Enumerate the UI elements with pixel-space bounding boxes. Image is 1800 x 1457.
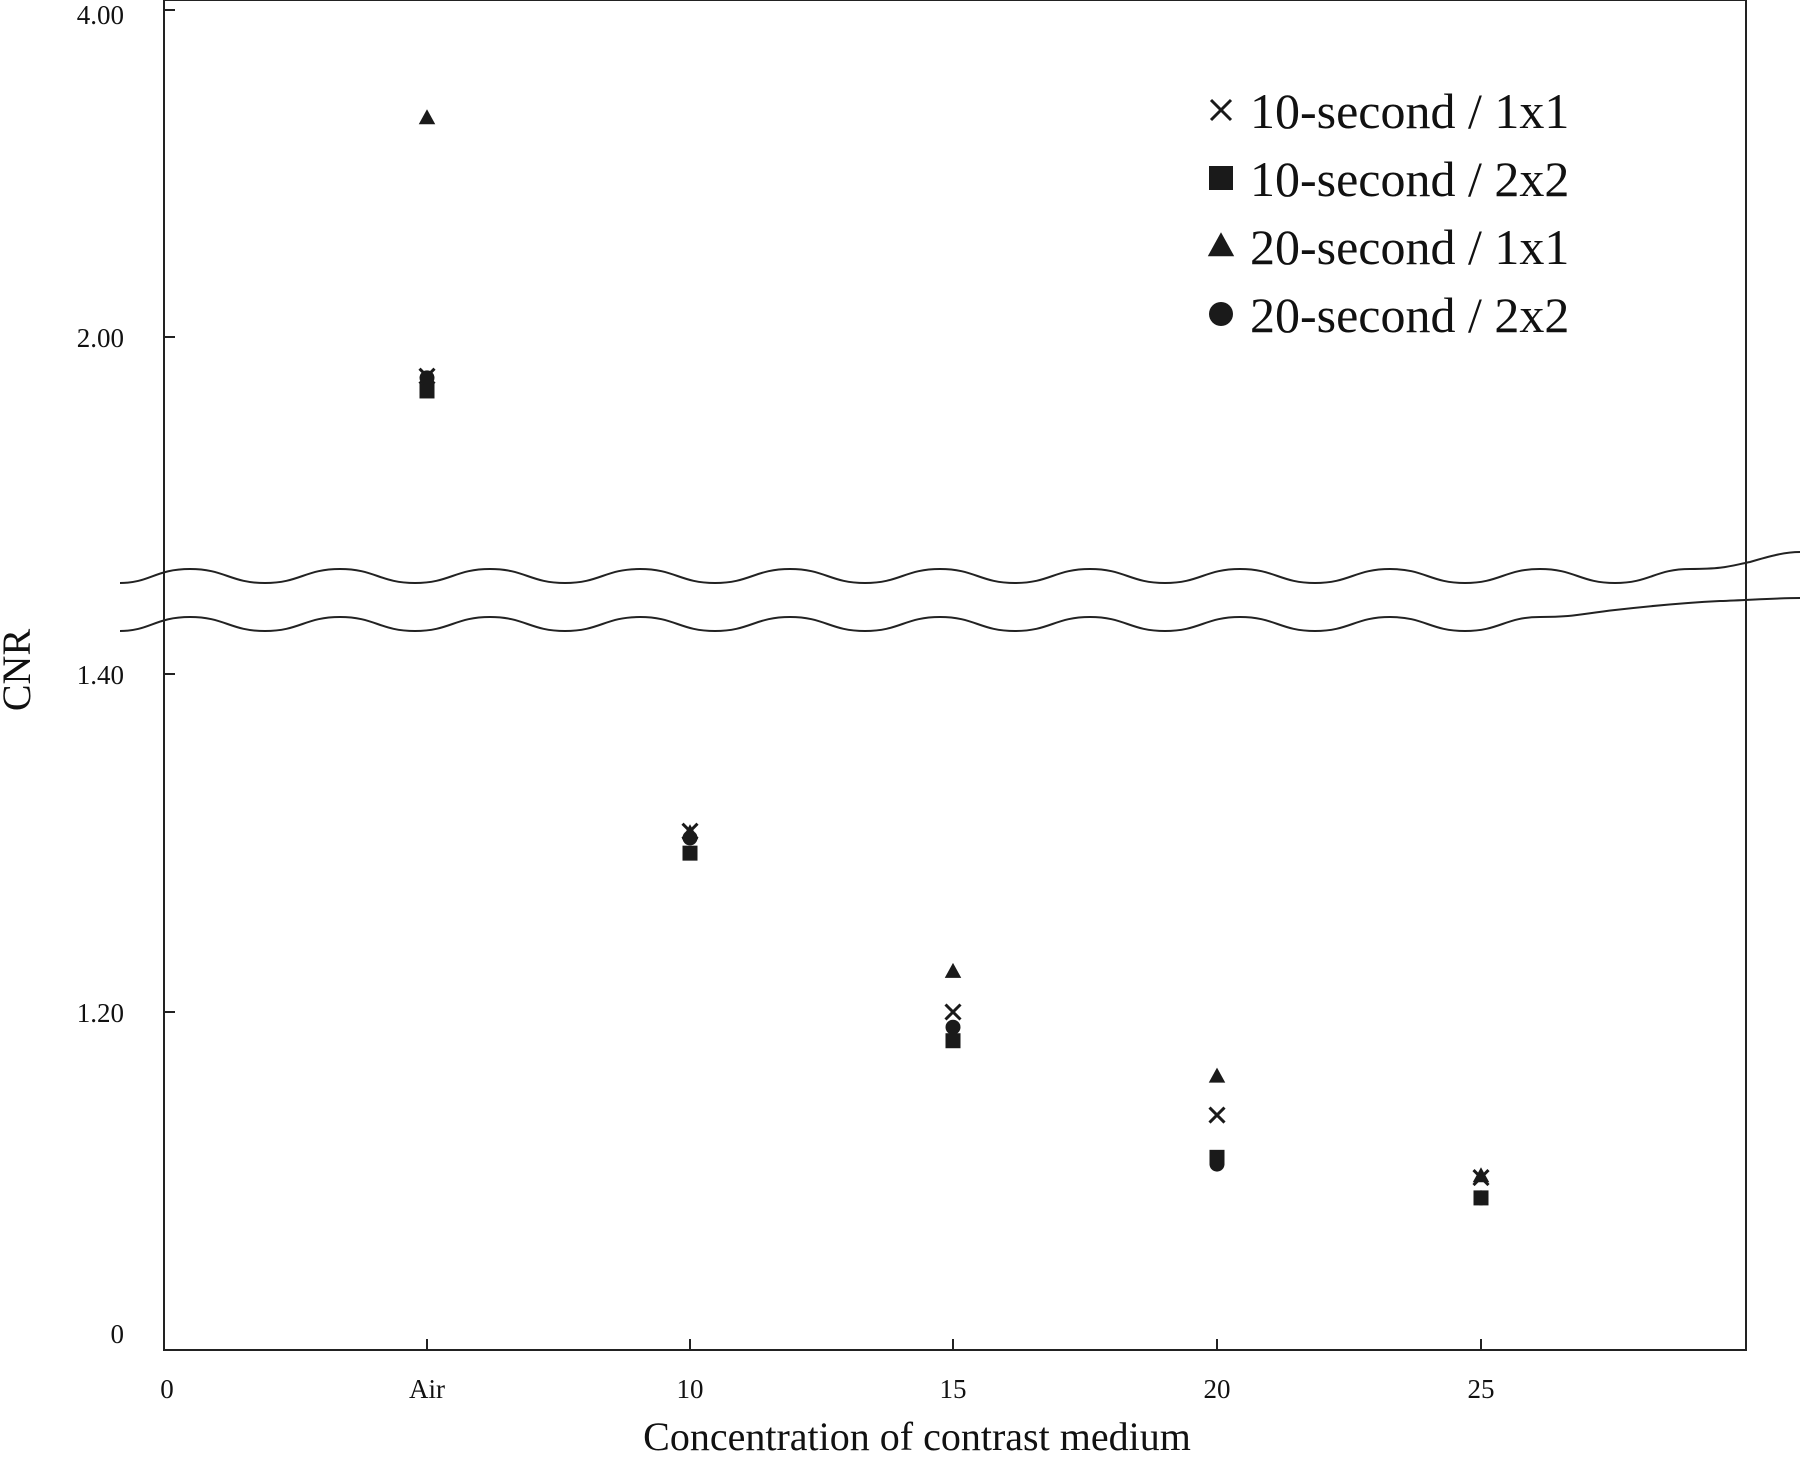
legend-square-marker-icon: [1209, 166, 1233, 190]
data-point-x: [944, 1003, 962, 1021]
y-tick-label: 1.40: [77, 660, 124, 690]
legend-item: 10-second / 2x2: [1209, 151, 1569, 207]
data-point-triangle: [1207, 232, 1235, 257]
circle-marker-shape: [945, 1019, 961, 1035]
data-point-x: [1209, 98, 1233, 122]
axis-break-upper-wave: [119, 551, 1800, 585]
circle-marker-shape: [1209, 302, 1233, 326]
data-point-square: [945, 1033, 961, 1049]
x-marker-stroke: [1208, 1106, 1226, 1124]
y-tick-label: 4.00: [77, 0, 124, 30]
y-tick-label: 2.00: [77, 323, 124, 353]
data-points: [418, 109, 1490, 1206]
y-ticks: [164, 9, 175, 1013]
x-ticks: [426, 1339, 1482, 1350]
data-point-square: [1209, 166, 1233, 190]
square-marker-shape: [1209, 166, 1233, 190]
x-tick-label: Air: [409, 1374, 445, 1404]
legend-label: 20-second / 2x2: [1250, 287, 1569, 343]
x-marker-stroke: [944, 1003, 962, 1021]
triangle-marker-shape: [418, 109, 436, 125]
legend-triangle-marker-icon: [1207, 232, 1235, 257]
legend-label: 10-second / 2x2: [1250, 151, 1569, 207]
circle-marker-shape: [1209, 1156, 1225, 1172]
square-marker-shape: [682, 845, 698, 861]
data-point-circle: [1473, 1190, 1489, 1206]
circle-marker-shape: [682, 830, 698, 846]
circle-marker-shape: [1473, 1190, 1489, 1206]
legend-item: 20-second / 2x2: [1209, 287, 1569, 343]
data-point-circle: [945, 1019, 961, 1035]
circle-marker-shape: [419, 370, 435, 386]
y-tick-label: 0: [111, 1319, 125, 1349]
square-marker-shape: [945, 1033, 961, 1049]
x-tick-label: 15: [940, 1374, 967, 1404]
x-tick-label: 20: [1204, 1374, 1231, 1404]
x-tick-label: 10: [677, 1374, 704, 1404]
axis-break: [119, 551, 1800, 633]
legend-item: 20-second / 1x1: [1207, 219, 1569, 275]
legend-label: 10-second / 1x1: [1250, 83, 1569, 139]
y-axis-title: CNR: [0, 629, 39, 712]
axis-break-lower-wave: [119, 597, 1800, 633]
data-point-circle: [1209, 302, 1233, 326]
data-point-circle: [419, 370, 435, 386]
triangle-marker-shape: [1472, 1167, 1490, 1183]
legend-item: 10-second / 1x1: [1209, 83, 1569, 139]
x-tick-label: 25: [1468, 1374, 1495, 1404]
data-point-x: [1208, 1106, 1226, 1124]
data-point-triangle: [1472, 1167, 1490, 1183]
data-point-circle: [682, 830, 698, 846]
data-point-square: [682, 845, 698, 861]
data-point-circle: [1209, 1156, 1225, 1172]
data-point-triangle: [1208, 1067, 1226, 1083]
x-tick-labels: 0 Air 10 15 20 25: [160, 1374, 1494, 1404]
x-marker-stroke: [1209, 98, 1233, 122]
square-marker-shape: [419, 383, 435, 399]
triangle-marker-shape: [944, 962, 962, 978]
legend-x-marker-icon: [1209, 98, 1233, 122]
data-point-square: [419, 383, 435, 399]
legend-circle-marker-icon: [1209, 302, 1233, 326]
triangle-marker-shape: [1208, 1067, 1226, 1083]
data-point-triangle: [418, 109, 436, 125]
x-axis-title: Concentration of contrast medium: [643, 1414, 1191, 1457]
legend: 10-second / 1x1 10-second / 2x2 20-secon…: [1207, 83, 1569, 343]
y-tick-labels: 4.00 2.00 1.40 1.20 0: [77, 0, 124, 1349]
legend-label: 20-second / 1x1: [1250, 219, 1569, 275]
x-tick-label: 0: [160, 1374, 174, 1404]
y-tick-label: 1.20: [77, 998, 124, 1028]
data-point-triangle: [944, 962, 962, 978]
triangle-marker-shape: [1207, 232, 1235, 257]
